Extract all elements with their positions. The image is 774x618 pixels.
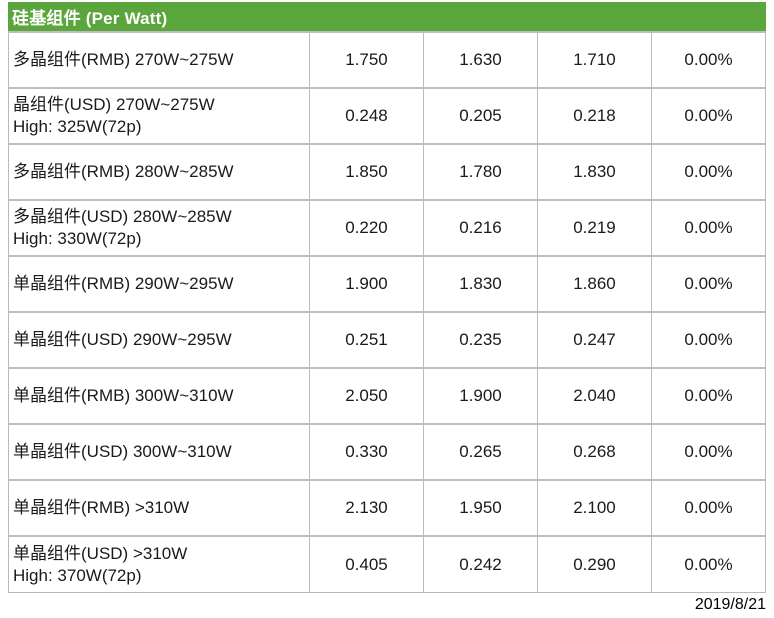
row-value-cell: 2.040 bbox=[537, 369, 651, 423]
table-row: 多晶组件(RMB) 280W~285W 1.850 1.780 1.830 0.00% bbox=[9, 145, 765, 201]
row-label-cell: 单晶组件(RMB) 290W~295W bbox=[9, 257, 309, 311]
row-value-cell: 1.630 bbox=[423, 33, 537, 87]
table-row: 单晶组件(USD) 300W~310W 0.330 0.265 0.268 0.00% bbox=[9, 425, 765, 481]
row-label: 晶组件(USD) 270W~275W bbox=[13, 95, 215, 114]
row-label-cell: 单晶组件(RMB) >310W bbox=[9, 481, 309, 535]
row-value-cell: 0.219 bbox=[537, 201, 651, 255]
row-value-cell: 1.900 bbox=[309, 257, 423, 311]
row-value-cell: 1.830 bbox=[423, 257, 537, 311]
date-row: 2019/8/21 bbox=[8, 596, 766, 614]
row-value-cell: 2.130 bbox=[309, 481, 423, 535]
row-value-cell: 0.405 bbox=[309, 537, 423, 592]
row-value-cell: 0.218 bbox=[537, 89, 651, 143]
row-label-cell: 单晶组件(USD) 290W~295W bbox=[9, 313, 309, 367]
row-value-cell: 0.00% bbox=[651, 89, 765, 143]
table-row: 单晶组件(RMB) 300W~310W 2.050 1.900 2.040 0.00% bbox=[9, 369, 765, 425]
row-value-cell: 0.251 bbox=[309, 313, 423, 367]
row-value-cell: 1.950 bbox=[423, 481, 537, 535]
table-body: 多晶组件(RMB) 270W~275W 1.750 1.630 1.710 0.00% 晶… bbox=[8, 31, 766, 593]
row-label: 单晶组件(RMB) >310W bbox=[13, 498, 190, 517]
row-value-cell: 2.050 bbox=[309, 369, 423, 423]
row-value-cell: 0.00% bbox=[651, 481, 765, 535]
table-row: 单晶组件(USD) 290W~295W 0.251 0.235 0.247 0.00% bbox=[9, 313, 765, 369]
row-value-cell: 0.00% bbox=[651, 313, 765, 367]
price-table: 硅基组件 (Per Watt) 多晶组件(RMB) 270W~275W 1.750… bbox=[8, 2, 766, 593]
table-row: 多晶组件(USD) 280W~285W High: 330W(72p) 0.220 0… bbox=[9, 201, 765, 257]
row-value-cell: 0.220 bbox=[309, 201, 423, 255]
row-value-cell: 0.248 bbox=[309, 89, 423, 143]
row-value-cell: 1.710 bbox=[537, 33, 651, 87]
row-value-cell: 0.00% bbox=[651, 369, 765, 423]
table-header-bar: 硅基组件 (Per Watt) bbox=[8, 2, 766, 31]
row-value-cell: 1.860 bbox=[537, 257, 651, 311]
row-value-cell: 0.00% bbox=[651, 145, 765, 199]
row-label-cell: 多晶组件(RMB) 280W~285W bbox=[9, 145, 309, 199]
table-row: 单晶组件(USD) >310W High: 370W(72p) 0.405 0.242… bbox=[9, 537, 765, 592]
row-value-cell: 1.850 bbox=[309, 145, 423, 199]
row-label: 多晶组件(USD) 280W~285W bbox=[13, 207, 232, 226]
row-value-cell: 0.290 bbox=[537, 537, 651, 592]
row-value-cell: 0.242 bbox=[423, 537, 537, 592]
row-value-cell: 0.330 bbox=[309, 425, 423, 479]
row-label: 单晶组件(USD) 290W~295W bbox=[13, 330, 232, 349]
row-value-cell: 0.00% bbox=[651, 33, 765, 87]
row-label: 多晶组件(RMB) 280W~285W bbox=[13, 162, 234, 181]
row-label: 单晶组件(RMB) 300W~310W bbox=[13, 386, 234, 405]
table-row: 单晶组件(RMB) >310W 2.130 1.950 2.100 0.00% bbox=[9, 481, 765, 537]
row-sublabel: High: 325W(72p) bbox=[13, 117, 142, 136]
table-title: 硅基组件 (Per Watt) bbox=[12, 9, 168, 28]
row-value-cell: 0.00% bbox=[651, 257, 765, 311]
row-value-cell: 1.900 bbox=[423, 369, 537, 423]
row-sublabel: High: 370W(72p) bbox=[13, 565, 142, 585]
row-label-cell: 单晶组件(USD) 300W~310W bbox=[9, 425, 309, 479]
row-label: 单晶组件(USD) >310W bbox=[13, 543, 188, 563]
row-value-cell: 0.00% bbox=[651, 537, 765, 592]
row-value-cell: 0.00% bbox=[651, 201, 765, 255]
row-value-cell: 1.750 bbox=[309, 33, 423, 87]
row-value-cell: 0.268 bbox=[537, 425, 651, 479]
report-date: 2019/8/21 bbox=[694, 596, 766, 613]
row-value-cell: 0.265 bbox=[423, 425, 537, 479]
row-value-cell: 0.205 bbox=[423, 89, 537, 143]
row-value-cell: 0.00% bbox=[651, 425, 765, 479]
row-value-cell: 0.247 bbox=[537, 313, 651, 367]
table-row: 晶组件(USD) 270W~275W High: 325W(72p) 0.248 0.… bbox=[9, 89, 765, 145]
row-sublabel: High: 330W(72p) bbox=[13, 229, 142, 248]
row-label-cell: 晶组件(USD) 270W~275W High: 325W(72p) bbox=[9, 89, 309, 143]
row-label: 单晶组件(RMB) 290W~295W bbox=[13, 274, 234, 293]
row-label: 多晶组件(RMB) 270W~275W bbox=[13, 50, 234, 69]
row-value-cell: 2.100 bbox=[537, 481, 651, 535]
table-row: 多晶组件(RMB) 270W~275W 1.750 1.630 1.710 0.00% bbox=[9, 33, 765, 89]
row-value-cell: 0.216 bbox=[423, 201, 537, 255]
table-row: 单晶组件(RMB) 290W~295W 1.900 1.830 1.860 0.00% bbox=[9, 257, 765, 313]
row-label: 单晶组件(USD) 300W~310W bbox=[13, 442, 232, 461]
row-value-cell: 1.830 bbox=[537, 145, 651, 199]
row-value-cell: 0.235 bbox=[423, 313, 537, 367]
row-label-cell: 单晶组件(USD) >310W High: 370W(72p) bbox=[9, 537, 309, 592]
row-label-cell: 多晶组件(USD) 280W~285W High: 330W(72p) bbox=[9, 201, 309, 255]
row-label-cell: 单晶组件(RMB) 300W~310W bbox=[9, 369, 309, 423]
row-value-cell: 1.780 bbox=[423, 145, 537, 199]
row-label-cell: 多晶组件(RMB) 270W~275W bbox=[9, 33, 309, 87]
